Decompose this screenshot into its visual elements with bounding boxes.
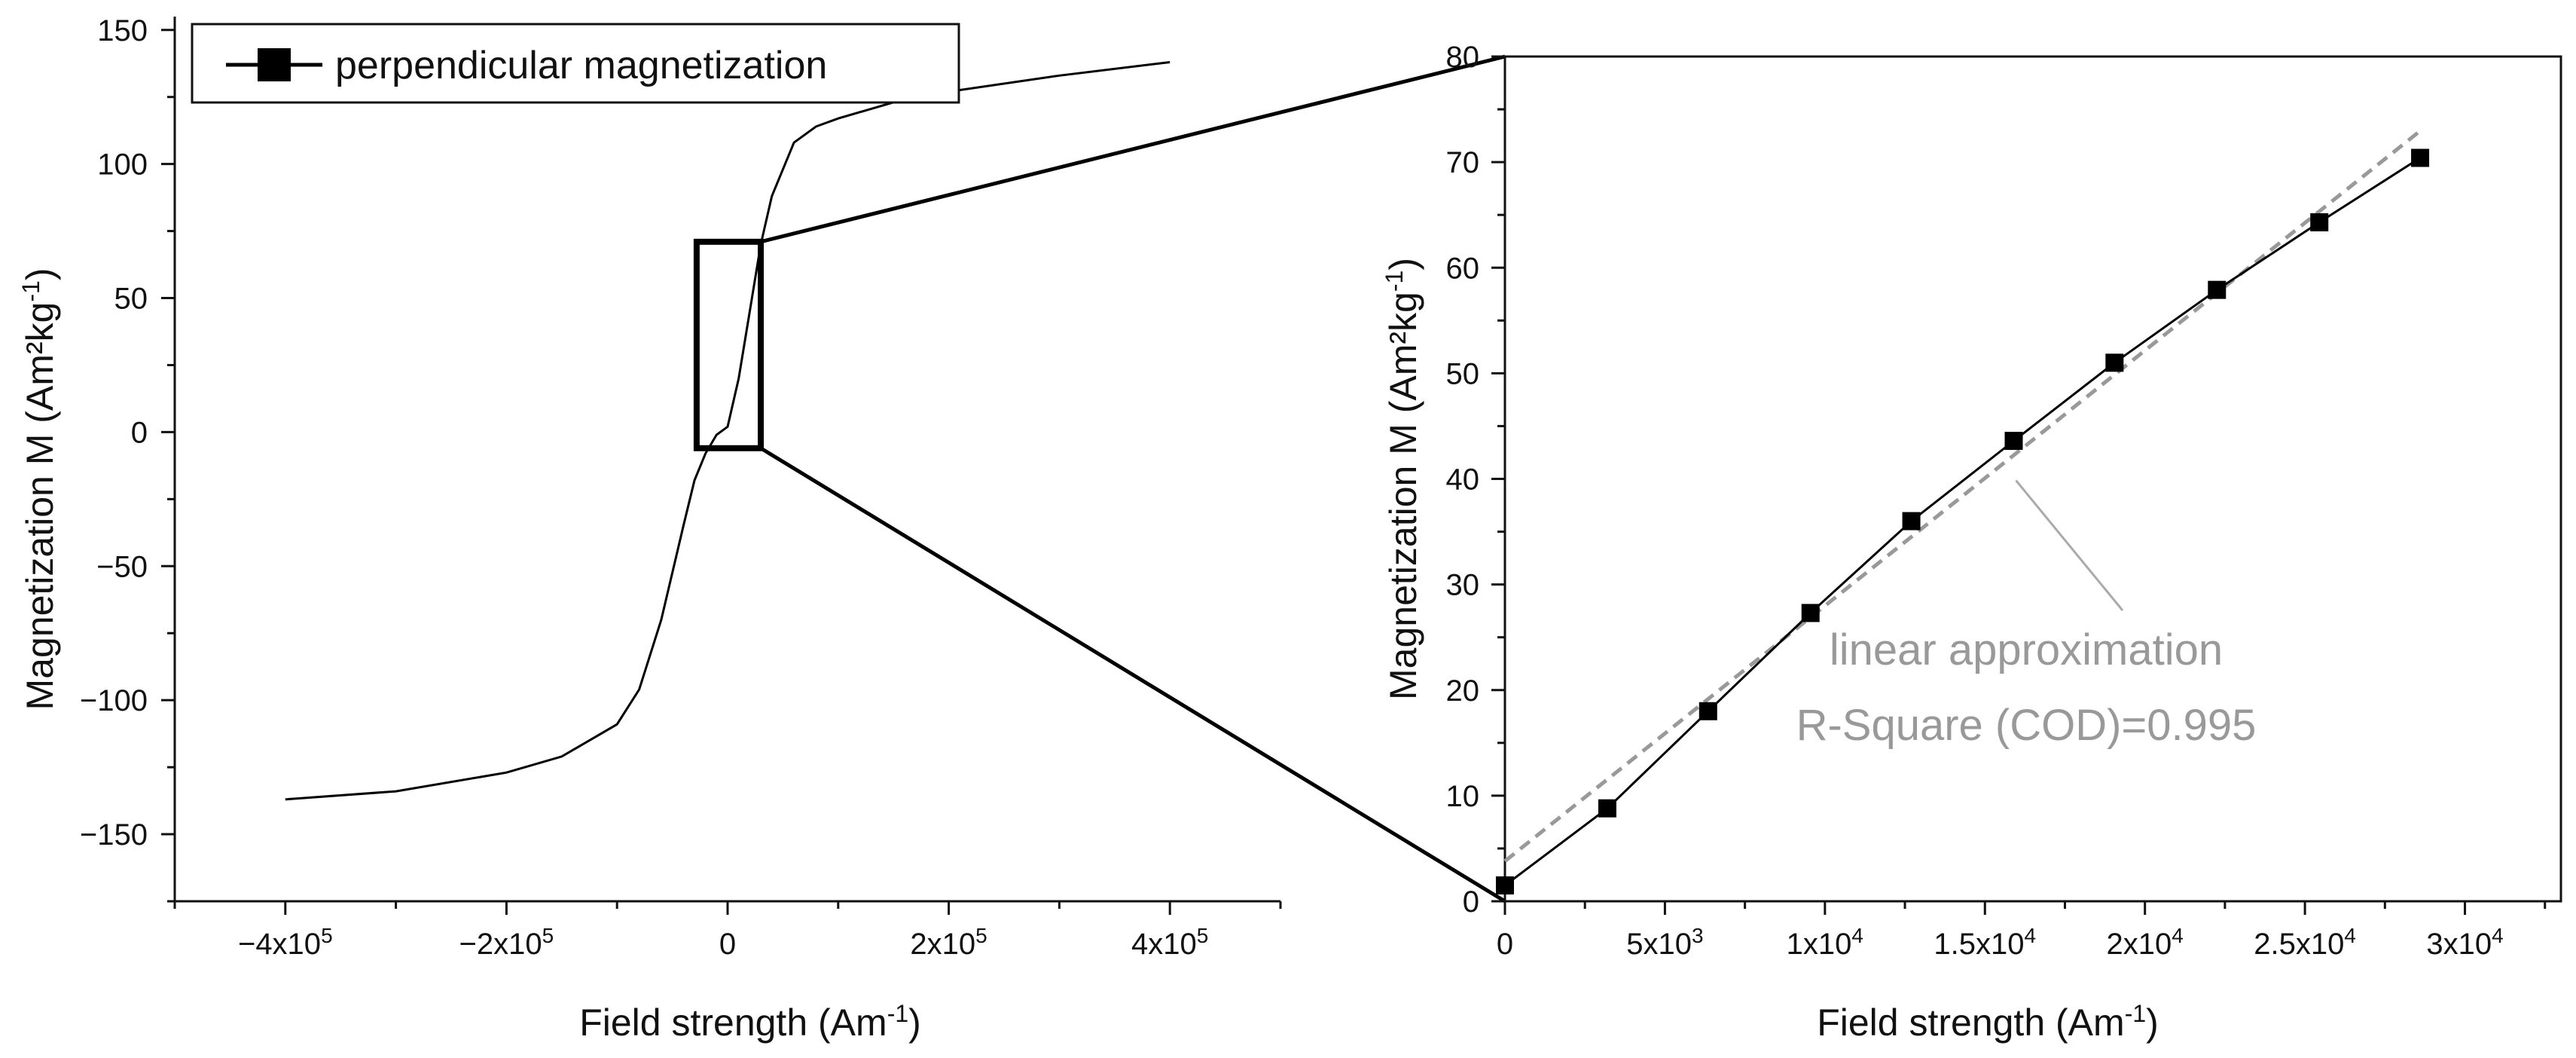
tick-base: 2.5x10	[2254, 928, 2344, 961]
right-x-axis-title: Field strength (Am-1)	[1817, 1000, 2159, 1044]
tick-base: 0	[719, 928, 736, 961]
tick-exponent: 5	[321, 924, 333, 947]
tick-base: 1.5x10	[1934, 928, 2024, 961]
right-y-tick-label: 60	[1446, 252, 1480, 285]
left-x-tick-label: −4x105	[238, 924, 333, 962]
tick-base: 4x10	[1131, 928, 1197, 961]
data-point-marker	[1699, 702, 1717, 720]
legend-label: perpendicular magnetization	[335, 44, 827, 87]
data-point-marker	[1801, 604, 1820, 622]
tick-base: −2x10	[459, 928, 542, 961]
tick-exponent: 4	[2025, 924, 2037, 947]
data-point-marker	[2105, 353, 2124, 372]
tick-exponent: 4	[2492, 924, 2504, 947]
right-y-tick-label: 0	[1463, 885, 1479, 919]
data-point-marker	[1902, 512, 1921, 531]
tick-exponent: 4	[1851, 924, 1863, 947]
right-y-tick-label: 30	[1446, 569, 1480, 602]
tick-exponent: 4	[2344, 924, 2356, 947]
left-x-tick-label: 2x105	[910, 924, 987, 962]
right-x-tick-label: 3x104	[2426, 924, 2503, 962]
right-y-tick-label: 50	[1446, 357, 1480, 390]
right-y-axis-title-sup: -1	[1381, 271, 1408, 292]
tick-base: −4x10	[238, 928, 321, 961]
left-x-tick-label: 4x105	[1131, 924, 1208, 962]
tick-exponent: 4	[2172, 924, 2184, 947]
right-x-tick-label: 2.5x104	[2254, 924, 2356, 962]
left-y-tick-label: −150	[80, 818, 148, 852]
data-point-marker	[2310, 213, 2329, 231]
legend: perpendicular magnetization	[191, 23, 960, 104]
tick-base: 5x10	[1626, 928, 1692, 961]
right-y-tick-label: 40	[1446, 463, 1480, 497]
tick-base: 0	[1497, 928, 1513, 961]
right-x-axis-title-sup: -1	[2125, 1000, 2146, 1027]
left-x-tick-label: −2x105	[459, 924, 554, 962]
zoom-connector-top	[760, 54, 1506, 244]
right-y-tick-label: 20	[1446, 674, 1480, 708]
left-x-axis-title: Field strength (Am-1)	[579, 1000, 921, 1044]
left-x-axis-title-end: )	[908, 1001, 921, 1044]
right-x-tick-label: 1.5x104	[1934, 924, 2036, 962]
right-x-tick-label: 2x104	[2107, 924, 2184, 962]
data-point-marker	[2208, 280, 2227, 299]
left-y-axis-title: Magnetization M (Am²kg-1)	[17, 268, 61, 711]
tick-exponent: 5	[1197, 924, 1209, 947]
tick-base: 2x10	[910, 928, 975, 961]
right-x-axis-title-end: )	[2146, 1001, 2159, 1044]
right-y-axis-title-end: )	[1382, 258, 1424, 271]
left-y-axis-title-main: Magnetization M (Am²kg	[19, 302, 61, 711]
data-point-marker	[2411, 148, 2430, 167]
right-y-axis-title-main: Magnetization M (Am²kg	[1382, 292, 1424, 700]
left-y-tick-label: 150	[97, 14, 148, 47]
left-y-tick-label: 100	[97, 148, 148, 182]
zoom-data-markers	[1496, 148, 2430, 894]
tick-exponent: 5	[975, 924, 987, 947]
zoom-data-line	[1504, 157, 2421, 887]
tick-base: 1x10	[1787, 928, 1852, 961]
right-y-axis-title: Magnetization M (Am²kg-1)	[1381, 258, 1424, 700]
left-y-tick-label: 0	[131, 416, 148, 449]
left-y-axis-title-end: )	[19, 268, 61, 281]
tick-exponent: 5	[542, 924, 554, 947]
right-x-tick-label: 5x103	[1626, 924, 1703, 962]
zoom-connector-bottom	[759, 446, 1506, 904]
data-point-marker	[1598, 799, 1616, 818]
hysteresis-curve	[285, 61, 1170, 801]
tick-base: 3x10	[2426, 928, 2492, 961]
data-point-marker	[1496, 876, 1514, 894]
right-plot-frame	[1503, 55, 2562, 903]
zoom-region-box	[693, 238, 765, 451]
right-x-tick-label: 0	[1497, 928, 1513, 961]
right-y-tick-label: 10	[1446, 780, 1480, 813]
legend-square-marker	[258, 48, 291, 81]
right-x-axis-title-main: Field strength (Am	[1817, 1001, 2124, 1044]
left-x-axis-title-main: Field strength (Am	[579, 1001, 887, 1044]
left-y-tick-label: −100	[80, 684, 148, 717]
data-point-marker	[2004, 432, 2023, 451]
left-y-tick-label: 50	[114, 283, 148, 316]
left-x-tick-label: 0	[719, 928, 736, 961]
right-x-tick-label: 1x104	[1787, 924, 1863, 962]
right-y-tick-label: 80	[1446, 41, 1480, 74]
annotation-pointer-line	[2015, 479, 2124, 611]
annotation-fit-label: linear approximation	[1830, 625, 2223, 674]
left-y-tick-label: −50	[96, 550, 148, 583]
left-y-axis-title-sup: -1	[17, 280, 44, 301]
tick-base: 2x10	[2107, 928, 2172, 961]
right-y-tick-label: 70	[1446, 146, 1480, 179]
left-x-axis-title-sup: -1	[887, 1000, 908, 1027]
annotation-r-square: R-Square (COD)=0.995	[1796, 701, 2257, 750]
tick-exponent: 3	[1692, 924, 1704, 947]
